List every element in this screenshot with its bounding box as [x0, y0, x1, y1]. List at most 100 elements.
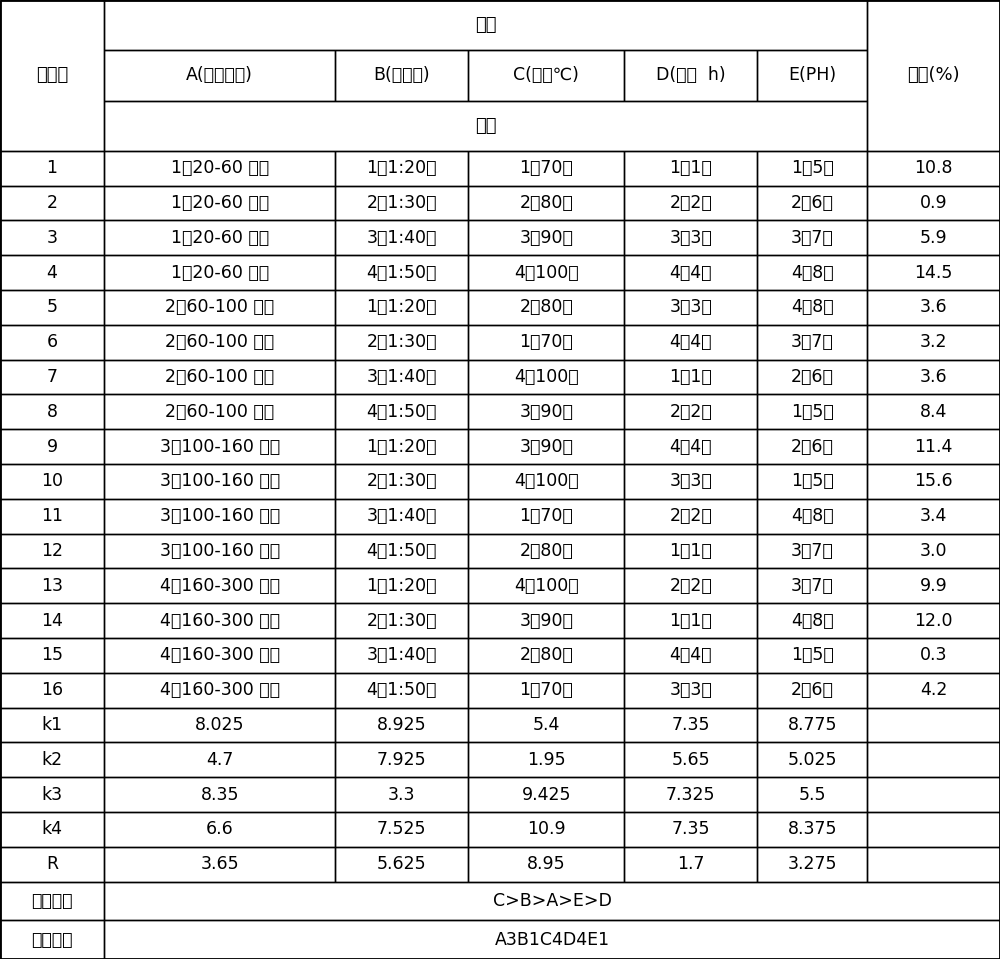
- Text: 4（4）: 4（4）: [670, 264, 712, 282]
- Text: 2（60-100 目）: 2（60-100 目）: [165, 403, 274, 421]
- Text: 7.325: 7.325: [666, 785, 716, 804]
- Text: 4（4）: 4（4）: [670, 437, 712, 456]
- Text: 4（100）: 4（100）: [514, 264, 579, 282]
- Text: 4.2: 4.2: [920, 681, 947, 699]
- Text: 15: 15: [41, 646, 63, 665]
- Text: 3.0: 3.0: [920, 542, 947, 560]
- Text: 5.5: 5.5: [798, 785, 826, 804]
- Text: 14.5: 14.5: [914, 264, 953, 282]
- Text: 4（1:50）: 4（1:50）: [367, 542, 437, 560]
- Text: 2（60-100 目）: 2（60-100 目）: [165, 333, 274, 351]
- Text: 6.6: 6.6: [206, 821, 234, 838]
- Text: 3（7）: 3（7）: [791, 577, 834, 595]
- Text: 5.9: 5.9: [920, 229, 947, 246]
- Text: C>B>A>E>D: C>B>A>E>D: [493, 892, 611, 910]
- Text: 7.35: 7.35: [672, 716, 710, 734]
- Text: 1（1:20）: 1（1:20）: [366, 159, 437, 177]
- Text: 4（4）: 4（4）: [670, 333, 712, 351]
- Text: 12: 12: [41, 542, 63, 560]
- Text: 9.9: 9.9: [920, 577, 947, 595]
- Text: 10.9: 10.9: [527, 821, 566, 838]
- Text: 2（1:30）: 2（1:30）: [366, 612, 437, 630]
- Text: 4（100）: 4（100）: [514, 368, 579, 386]
- Text: 3（3）: 3（3）: [669, 681, 712, 699]
- Text: 3（1:40）: 3（1:40）: [367, 646, 437, 665]
- Text: 3（100-160 目）: 3（100-160 目）: [160, 437, 280, 456]
- Text: 3（1:40）: 3（1:40）: [367, 507, 437, 526]
- Text: 2（60-100 目）: 2（60-100 目）: [165, 368, 274, 386]
- Text: 5.625: 5.625: [377, 855, 427, 874]
- Text: 0.9: 0.9: [920, 194, 947, 212]
- Text: 4（160-300 目）: 4（160-300 目）: [160, 577, 280, 595]
- Text: 2（80）: 2（80）: [519, 298, 573, 316]
- Text: 14: 14: [41, 612, 63, 630]
- Text: 8.35: 8.35: [200, 785, 239, 804]
- Text: 1: 1: [47, 159, 58, 177]
- Text: k1: k1: [41, 716, 63, 734]
- Text: 9.425: 9.425: [521, 785, 571, 804]
- Text: 1（5）: 1（5）: [791, 159, 834, 177]
- Text: 7.925: 7.925: [377, 751, 427, 769]
- Text: 1（1）: 1（1）: [669, 159, 712, 177]
- Text: 3（1:40）: 3（1:40）: [367, 229, 437, 246]
- Text: 3.6: 3.6: [920, 368, 947, 386]
- Text: 8.375: 8.375: [787, 821, 837, 838]
- Text: 3.6: 3.6: [920, 298, 947, 316]
- Text: 2（2）: 2（2）: [669, 403, 712, 421]
- Text: 2: 2: [47, 194, 58, 212]
- Text: 5.65: 5.65: [671, 751, 710, 769]
- Text: 水平: 水平: [475, 117, 496, 134]
- Text: 1（1）: 1（1）: [669, 612, 712, 630]
- Text: 3.4: 3.4: [920, 507, 947, 526]
- Text: 1（20-60 目）: 1（20-60 目）: [171, 264, 269, 282]
- Text: 8.775: 8.775: [787, 716, 837, 734]
- Text: 4.7: 4.7: [206, 751, 233, 769]
- Text: 1（5）: 1（5）: [791, 403, 834, 421]
- Text: 5.025: 5.025: [787, 751, 837, 769]
- Text: 2（2）: 2（2）: [669, 194, 712, 212]
- Text: 因素: 因素: [475, 16, 496, 35]
- Text: 4（100）: 4（100）: [514, 473, 579, 490]
- Text: 3.65: 3.65: [200, 855, 239, 874]
- Text: 0.3: 0.3: [920, 646, 947, 665]
- Text: 4（8）: 4（8）: [791, 264, 833, 282]
- Text: 12.0: 12.0: [914, 612, 953, 630]
- Text: A3B1C4D4E1: A3B1C4D4E1: [494, 930, 610, 948]
- Text: 11: 11: [41, 507, 63, 526]
- Text: 1（70）: 1（70）: [519, 159, 573, 177]
- Text: 3（90）: 3（90）: [519, 229, 573, 246]
- Text: 15.6: 15.6: [914, 473, 953, 490]
- Text: k3: k3: [41, 785, 63, 804]
- Text: k2: k2: [41, 751, 63, 769]
- Text: 6: 6: [46, 333, 58, 351]
- Text: 得率(%): 得率(%): [907, 66, 960, 84]
- Text: 4（160-300 目）: 4（160-300 目）: [160, 681, 280, 699]
- Text: 3（90）: 3（90）: [519, 612, 573, 630]
- Text: 4（8）: 4（8）: [791, 507, 833, 526]
- Text: 1（5）: 1（5）: [791, 646, 834, 665]
- Text: 2（1:30）: 2（1:30）: [366, 473, 437, 490]
- Text: 3（90）: 3（90）: [519, 437, 573, 456]
- Text: 4（160-300 目）: 4（160-300 目）: [160, 612, 280, 630]
- Text: 1（70）: 1（70）: [519, 507, 573, 526]
- Text: 3.275: 3.275: [787, 855, 837, 874]
- Text: 5: 5: [47, 298, 58, 316]
- Text: 3（7）: 3（7）: [791, 542, 834, 560]
- Text: 3（7）: 3（7）: [791, 333, 834, 351]
- Text: 8.925: 8.925: [377, 716, 427, 734]
- Text: 2（80）: 2（80）: [519, 542, 573, 560]
- Text: 1（20-60 目）: 1（20-60 目）: [171, 229, 269, 246]
- Text: 4（100）: 4（100）: [514, 577, 579, 595]
- Text: 2（2）: 2（2）: [669, 577, 712, 595]
- Text: 10: 10: [41, 473, 63, 490]
- Text: 1.95: 1.95: [527, 751, 566, 769]
- Text: 2（6）: 2（6）: [791, 437, 834, 456]
- Text: 最优组合: 最优组合: [31, 930, 73, 948]
- Text: 3（90）: 3（90）: [519, 403, 573, 421]
- Text: 2（6）: 2（6）: [791, 681, 834, 699]
- Text: 16: 16: [41, 681, 63, 699]
- Text: 1（1）: 1（1）: [669, 542, 712, 560]
- Text: 1（20-60 目）: 1（20-60 目）: [171, 194, 269, 212]
- Text: R: R: [46, 855, 58, 874]
- Text: 3.2: 3.2: [920, 333, 947, 351]
